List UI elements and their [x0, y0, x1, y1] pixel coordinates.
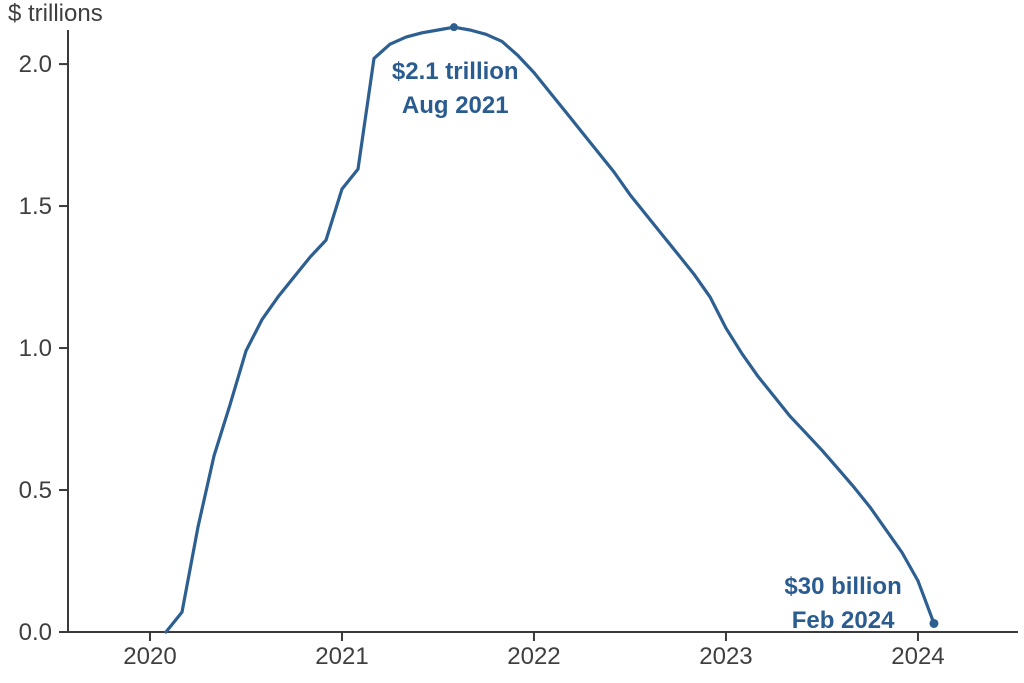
annotations: $2.1 trillion Aug 2021 $30 billion Feb 2024 — [392, 58, 902, 634]
end-marker-dot — [929, 618, 939, 628]
peak-marker-dot — [449, 23, 458, 32]
annotation-end: $30 billion Feb 2024 — [784, 573, 901, 634]
x-tick-label: 2024 — [891, 643, 944, 670]
axes: 2020 2021 2022 2023 2024 0.0 0.5 1.0 1.5 2.0 — [19, 30, 1018, 670]
y-tick-label: 1.0 — [19, 335, 52, 362]
annotation-peak-line1: $2.1 trillion — [392, 58, 519, 85]
x-tick-label: 2021 — [315, 643, 368, 670]
plot-area — [164, 23, 939, 634]
x-tick-label: 2020 — [123, 643, 176, 670]
annotation-peak: $2.1 trillion Aug 2021 — [392, 58, 519, 119]
x-tick-label: 2023 — [699, 643, 752, 670]
y-tick-label: 2.0 — [19, 51, 52, 78]
annotation-end-line2: Feb 2024 — [792, 607, 895, 634]
annotation-end-line1: $30 billion — [784, 573, 901, 600]
y-tick-label: 0.5 — [19, 477, 52, 504]
y-tick-label: 0.0 — [19, 619, 52, 646]
data-line-cumulative-excess-savings — [164, 25, 936, 634]
x-tick-label: 2022 — [507, 643, 560, 670]
y-tick-label: 1.5 — [19, 193, 52, 220]
y-axis-title: $ trillions — [8, 0, 103, 27]
annotation-peak-line2: Aug 2021 — [402, 92, 509, 119]
